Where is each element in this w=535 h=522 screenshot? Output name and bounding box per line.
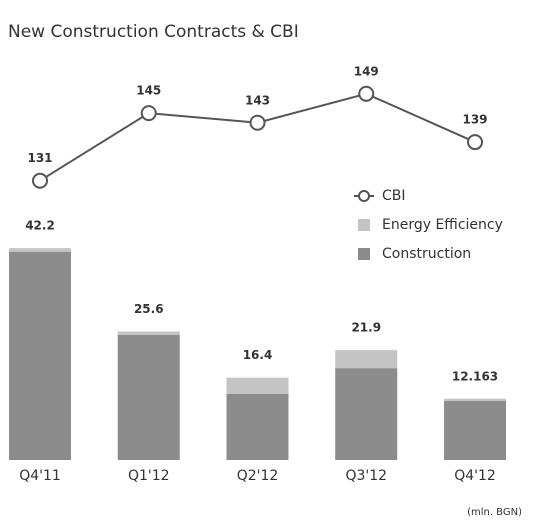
- bar-segment: [226, 377, 289, 394]
- legend-label: Construction: [382, 246, 471, 262]
- legend-marker: [358, 190, 370, 202]
- x-tick-label: Q1'12: [128, 468, 170, 484]
- bar-segment: [9, 248, 71, 252]
- total-label: 16.4: [243, 348, 273, 362]
- legend-swatch: [358, 248, 370, 260]
- total-label: 42.2: [25, 219, 55, 233]
- cbi-label: 145: [136, 84, 161, 98]
- bar-segment: [9, 251, 71, 460]
- bar-segment: [444, 398, 506, 401]
- cbi-marker: [32, 172, 48, 189]
- cbi-label: 139: [462, 113, 487, 127]
- chart-title: New Construction Contracts & CBI: [8, 22, 299, 42]
- bar-segment: [444, 400, 506, 460]
- total-label: 25.6: [134, 302, 164, 316]
- cbi-marker: [358, 85, 375, 102]
- total-label: 21.9: [351, 321, 381, 335]
- bar-segment: [117, 335, 180, 460]
- x-tick-label: Q4'11: [19, 468, 61, 484]
- cbi-marker: [140, 105, 157, 122]
- cbi-label: 131: [27, 151, 52, 165]
- unit-note: (mln. BGN): [467, 507, 522, 518]
- bar-segment: [335, 350, 398, 369]
- cbi-marker: [467, 134, 483, 151]
- x-tick-label: Q4'12: [454, 468, 496, 484]
- legend-label: CBI: [382, 188, 406, 204]
- bar-segment: [226, 393, 289, 460]
- total-label: 12.163: [452, 369, 498, 383]
- legend-label: Energy Efficiency: [382, 217, 503, 233]
- bar-segment: [335, 368, 398, 460]
- cbi-label: 149: [354, 64, 379, 78]
- bar-segment: [117, 331, 180, 336]
- x-tick-label: Q3'12: [345, 468, 387, 484]
- cbi-marker: [249, 114, 266, 131]
- cbi-label: 143: [245, 93, 270, 107]
- legend-swatch: [358, 219, 370, 231]
- x-tick-label: Q2'12: [237, 468, 279, 484]
